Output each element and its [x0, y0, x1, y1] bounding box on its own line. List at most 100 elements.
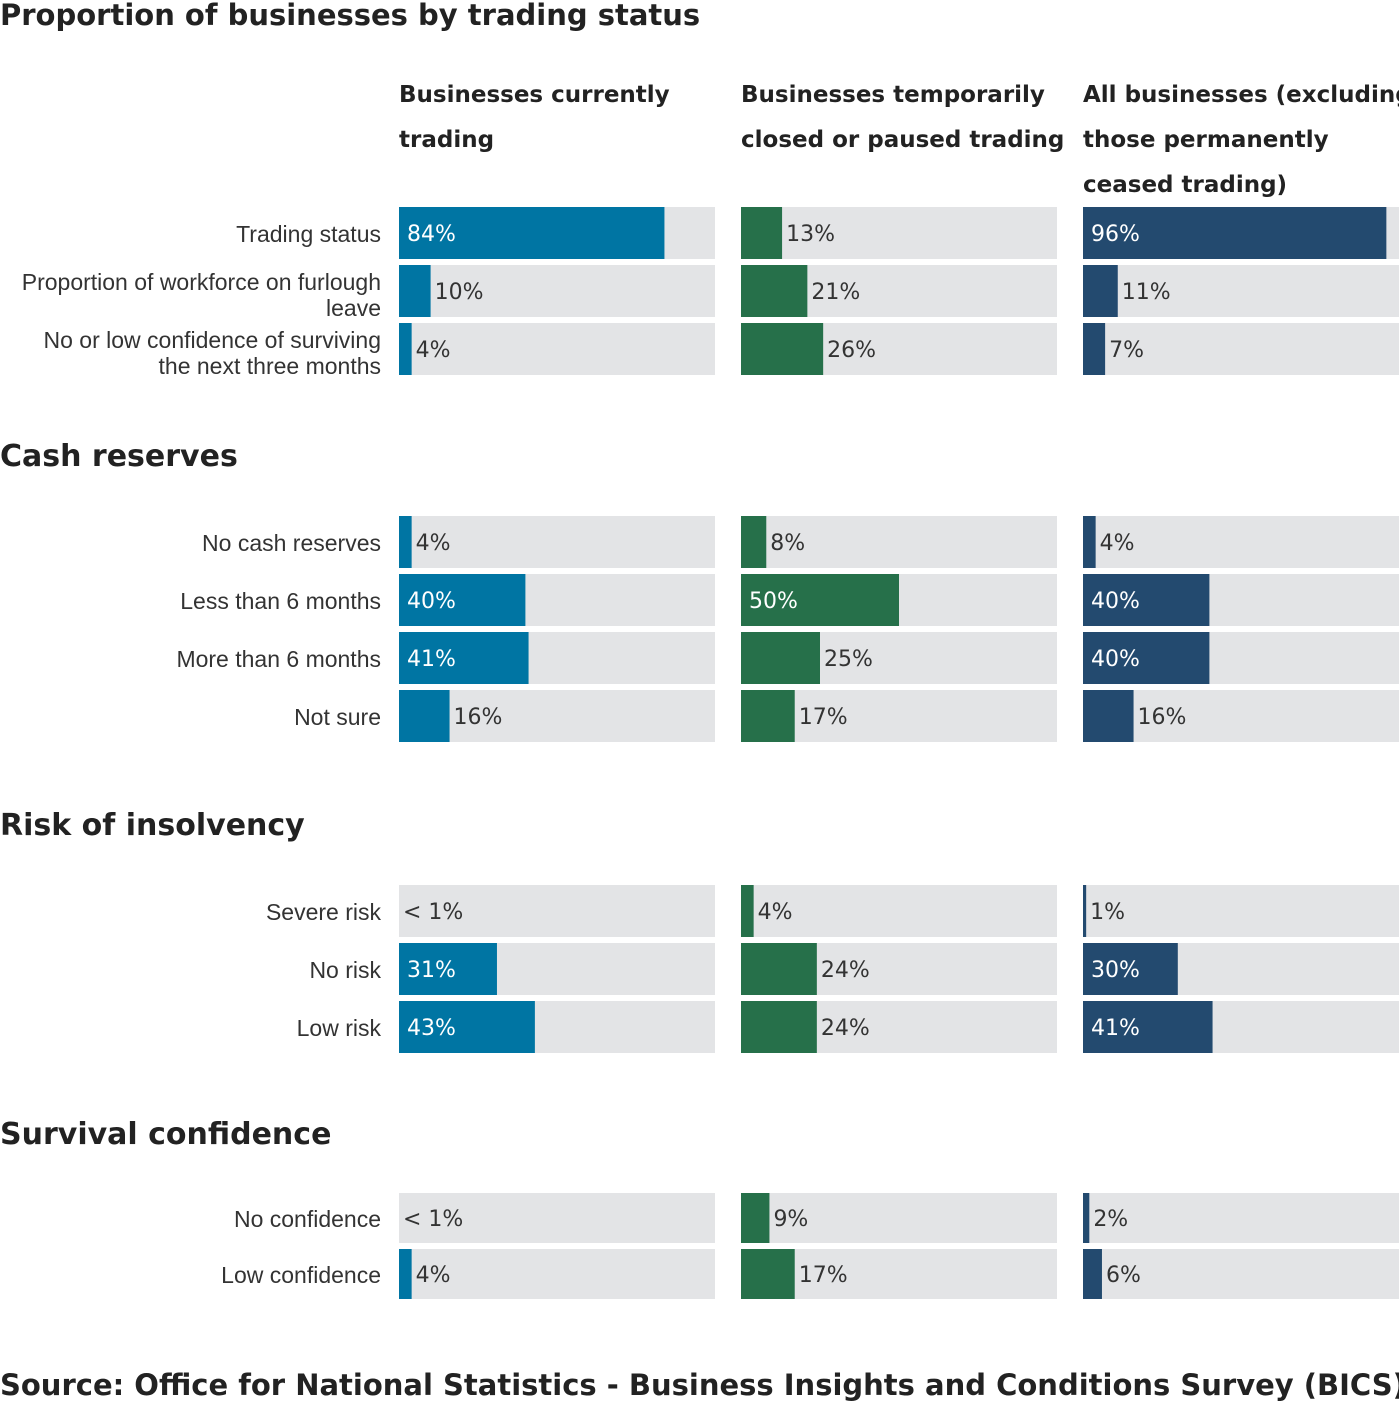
data-label: 6%: [1106, 1263, 1141, 1288]
data-label: 40%: [1091, 647, 1140, 672]
data-label: 17%: [799, 705, 848, 730]
data-label: 4%: [1100, 531, 1135, 556]
bar: [399, 207, 665, 259]
bar: [741, 574, 899, 626]
data-label: 16%: [1138, 705, 1187, 730]
row-label: No cash reserves: [202, 530, 381, 556]
bar-track: [399, 885, 715, 937]
bar: [1083, 207, 1387, 259]
column-header: ceased trading): [1083, 172, 1287, 198]
bar-track: [399, 1193, 715, 1243]
row-label: More than 6 months: [176, 646, 381, 672]
data-label: 10%: [435, 280, 484, 305]
bar: [399, 632, 529, 684]
column-header: Businesses temporarily: [741, 82, 1045, 108]
data-label: 43%: [407, 1016, 456, 1041]
bar-track: [741, 1193, 1057, 1243]
bar: [399, 1001, 535, 1053]
data-label: < 1%: [403, 900, 463, 925]
bar: [741, 516, 767, 568]
data-label: 41%: [1091, 1016, 1140, 1041]
bar-track: [1083, 885, 1399, 937]
data-label: 25%: [824, 647, 873, 672]
bar: [741, 323, 824, 375]
bar: [1083, 323, 1106, 375]
bar: [741, 1001, 817, 1053]
bar: [741, 885, 754, 937]
column-header: trading: [399, 127, 494, 153]
section-title: Survival confidence: [0, 1117, 331, 1152]
source-note: Source: Office for National Statistics -…: [0, 1368, 1399, 1402]
data-label: 2%: [1093, 1207, 1128, 1232]
bar: [399, 690, 450, 742]
bar-track: [399, 1249, 715, 1299]
row-label: Trading status: [236, 221, 381, 247]
chart-title: Proportion of businesses by trading stat…: [0, 0, 700, 32]
data-label: 9%: [773, 1207, 808, 1232]
bar: [1083, 265, 1118, 317]
section-title: Cash reserves: [0, 439, 238, 474]
bar-track: [1083, 690, 1399, 742]
bar: [741, 1193, 770, 1243]
data-label: 1%: [1090, 900, 1125, 925]
bar-track: [741, 516, 1057, 568]
section-title: Risk of insolvency: [0, 808, 305, 843]
bar-track: [1083, 265, 1399, 317]
bar: [399, 943, 497, 995]
row-label: Low confidence: [221, 1262, 381, 1288]
bar: [1083, 1249, 1102, 1299]
data-label: 30%: [1091, 958, 1140, 983]
data-label: 4%: [416, 338, 451, 363]
bar: [1083, 574, 1210, 626]
row-label: Not sure: [294, 704, 381, 730]
bar: [1083, 943, 1178, 995]
bar: [399, 574, 526, 626]
row-label: No confidence: [234, 1206, 381, 1232]
row-label: leave: [326, 295, 381, 321]
bar-track: [399, 323, 715, 375]
data-label: 4%: [416, 1263, 451, 1288]
data-label: 16%: [454, 705, 503, 730]
data-label: 17%: [799, 1263, 848, 1288]
row-label: No risk: [309, 957, 381, 983]
bar-track: [399, 516, 715, 568]
row-label: Severe risk: [266, 899, 382, 925]
bar: [1083, 632, 1210, 684]
bar-track: [741, 207, 1057, 259]
bar: [1083, 885, 1087, 937]
data-label: 40%: [1091, 589, 1140, 614]
bar-track: [399, 265, 715, 317]
bar-track: [1083, 516, 1399, 568]
data-label: 40%: [407, 589, 456, 614]
data-label: 7%: [1109, 338, 1144, 363]
bar: [741, 1249, 795, 1299]
bar: [1083, 1001, 1213, 1053]
bar: [1083, 690, 1134, 742]
data-label: < 1%: [403, 1207, 463, 1232]
data-label: 21%: [811, 280, 860, 305]
column-header: those permanently: [1083, 127, 1329, 153]
bar-track: [1083, 323, 1399, 375]
column-header: Businesses currently: [399, 82, 670, 108]
bar: [741, 207, 783, 259]
data-label: 31%: [407, 958, 456, 983]
data-label: 4%: [758, 900, 793, 925]
bar: [741, 690, 795, 742]
column-header: closed or paused trading: [741, 127, 1064, 153]
data-label: 84%: [407, 222, 456, 247]
data-label: 26%: [827, 338, 876, 363]
bar: [1083, 1193, 1090, 1243]
row-label: No or low confidence of surviving: [44, 327, 382, 353]
bar: [399, 323, 412, 375]
data-label: 50%: [749, 589, 798, 614]
data-label: 24%: [821, 958, 870, 983]
bar-track: [1083, 1249, 1399, 1299]
row-label: Low risk: [297, 1015, 382, 1041]
row-label: Less than 6 months: [180, 588, 381, 614]
row-label: the next three months: [159, 353, 381, 379]
bar: [399, 1249, 412, 1299]
bar-track: [1083, 1193, 1399, 1243]
bar: [741, 943, 817, 995]
data-label: 8%: [770, 531, 805, 556]
